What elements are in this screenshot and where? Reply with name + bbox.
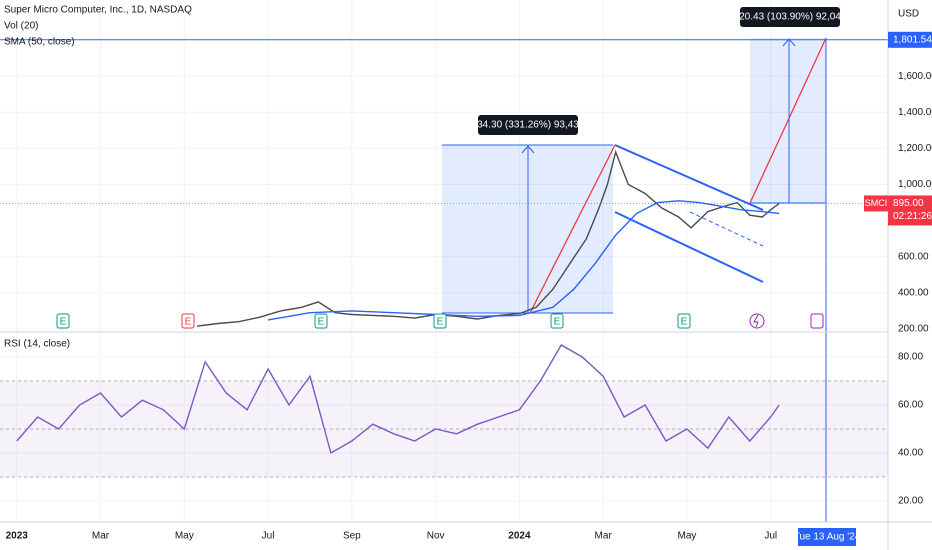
series-line [16, 344, 780, 455]
event-badge[interactable] [314, 313, 328, 329]
last-price-label: 895.00 [893, 198, 924, 209]
x-tick-label: Sep [343, 531, 361, 542]
x-tick-label: Jul [262, 531, 275, 542]
y-tick-label: 400.00 [898, 287, 929, 298]
cursor-label: Tue 13 Aug '24 [794, 532, 861, 543]
event-label[interactable]: E [60, 317, 67, 328]
series-line [267, 200, 780, 321]
event-badge[interactable] [181, 313, 195, 329]
y-tick-label: 1,400.00 [898, 107, 932, 118]
annotation-box [740, 7, 840, 27]
event-badge[interactable] [56, 313, 70, 329]
trend-line [749, 37, 827, 204]
chart-title: Super Micro Computer, Inc., 1D, NASDAQ [4, 5, 192, 16]
annotation: 920.43 (103.90%) 92,043 [734, 12, 847, 23]
y-tick-label: 60.00 [898, 400, 923, 411]
x-tick-label: Nov [427, 531, 445, 542]
y-tick-label: 200.00 [898, 324, 929, 335]
target-label: 1,801.54 [893, 34, 932, 45]
cursor-label-bg [798, 528, 856, 546]
channel-line [614, 211, 764, 283]
y-tick-label: 1,000.00 [898, 179, 932, 190]
indicator-label: Vol (20) [4, 21, 38, 32]
y-tick-label: 20.00 [898, 496, 923, 507]
y-tick-label: 1,600.00 [898, 71, 932, 82]
arrow-head [782, 38, 796, 47]
event-badge[interactable] [433, 313, 447, 329]
currency-label: USD [898, 9, 919, 20]
target-label-bg [888, 31, 932, 48]
y-tick-label: 80.00 [898, 352, 923, 363]
split-icon[interactable] [749, 313, 765, 329]
x-tick-label: May [175, 531, 194, 542]
event-badge[interactable] [677, 313, 691, 329]
last-price-bg [888, 195, 932, 226]
arrow-head [521, 145, 535, 154]
y-tick-label: 1,200.00 [898, 143, 932, 154]
split-bolt [753, 314, 759, 328]
event-label[interactable]: E [318, 317, 325, 328]
events: E E E E E E [56, 313, 824, 329]
event-label[interactable]: E [437, 317, 444, 328]
x-tick-label: 2023 [6, 531, 29, 542]
x-tick-label: Mar [92, 531, 110, 542]
indicator-label: SMA (50, close) [4, 37, 75, 48]
marks [0, 39, 888, 455]
channel-line [614, 144, 764, 211]
event-label[interactable]: E [185, 317, 192, 328]
y-tick-label: 600.00 [898, 251, 929, 262]
axes: 2023 Mar May Jul Sep Nov 2024 Mar May Jul 200.00 40… [6, 31, 932, 546]
trend-line [529, 144, 616, 314]
annotation-box [478, 115, 578, 135]
event-badge[interactable] [550, 313, 564, 329]
event-label[interactable]: E [681, 317, 688, 328]
annotation: 934.30 (331.26%) 93,430 [472, 120, 585, 131]
x-tick-label: Mar [595, 531, 613, 542]
series-line [196, 149, 780, 327]
indicator-label: RSI (14, close) [4, 339, 70, 350]
x-tick-label: Jul [764, 531, 777, 542]
x-tick-label: May [677, 531, 696, 542]
symbol-bg [864, 195, 888, 212]
countdown: 02:21:26 [893, 211, 932, 222]
x-tick-label: 2024 [508, 531, 531, 542]
event-label[interactable]: E [554, 317, 561, 328]
y-tick-label: 40.00 [898, 448, 923, 459]
event-badge[interactable] [810, 313, 824, 329]
symbol-label: SMCI [865, 198, 888, 208]
